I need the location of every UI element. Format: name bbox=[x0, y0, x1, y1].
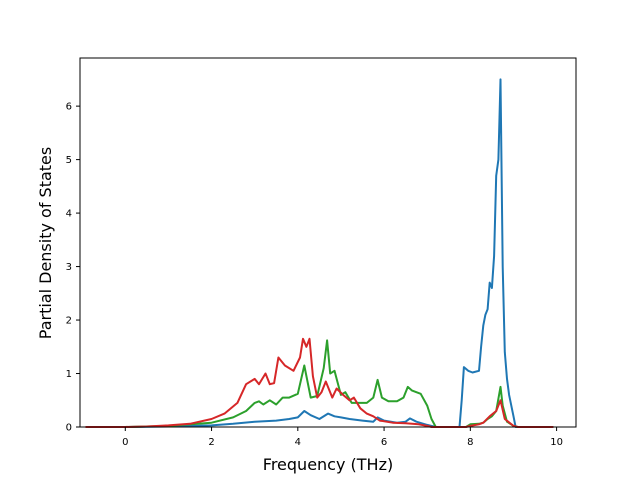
y-tick-label: 5 bbox=[66, 155, 72, 166]
y-tick-label: 6 bbox=[66, 102, 72, 113]
plot-frame bbox=[79, 57, 577, 428]
y-axis: 0 1 2 3 4 5 6 bbox=[66, 102, 80, 434]
y-tick-label: 1 bbox=[66, 369, 72, 380]
x-axis-label: Frequency (THz) bbox=[263, 455, 393, 474]
y-axis-label: Partial Density of States bbox=[36, 147, 55, 339]
y-tick-label: 0 bbox=[66, 423, 72, 434]
series-line-3 bbox=[85, 337, 554, 428]
x-tick-label: 0 bbox=[122, 437, 128, 448]
y-tick-label: 2 bbox=[66, 316, 72, 327]
x-tick-label: 6 bbox=[381, 437, 387, 448]
x-axis: 0 2 4 6 8 10 bbox=[122, 427, 563, 448]
x-tick-label: 8 bbox=[467, 437, 473, 448]
series-layer bbox=[85, 78, 554, 428]
x-tick-label: 4 bbox=[295, 437, 301, 448]
y-tick-label: 4 bbox=[66, 209, 72, 220]
x-tick-label: 2 bbox=[208, 437, 214, 448]
y-tick-label: 3 bbox=[66, 262, 72, 273]
x-tick-label: 10 bbox=[550, 437, 563, 448]
